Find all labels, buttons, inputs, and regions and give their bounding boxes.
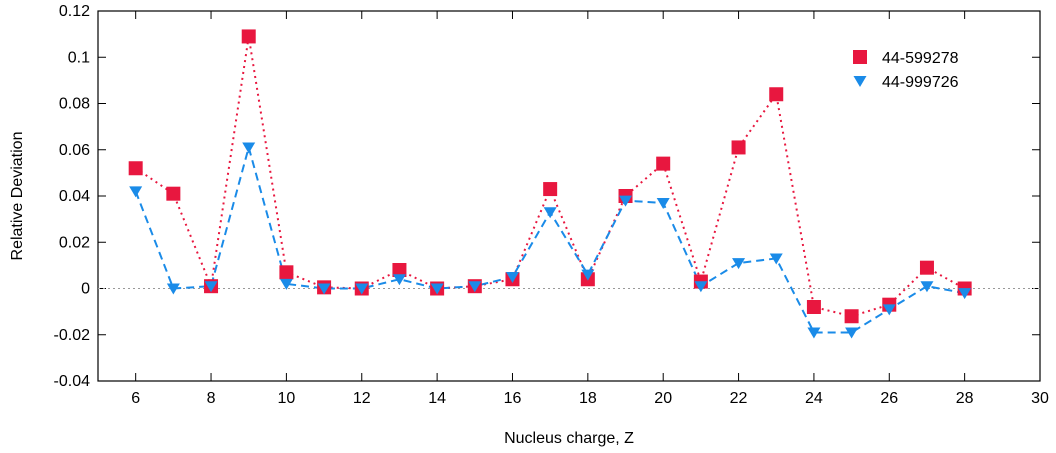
series-2-point bbox=[920, 281, 934, 293]
y-tick-label: 0 bbox=[81, 281, 90, 298]
series-1-point bbox=[543, 182, 558, 197]
series-2-point bbox=[279, 278, 293, 290]
x-tick-label: 14 bbox=[428, 390, 446, 407]
series-2-point bbox=[807, 327, 821, 339]
x-tick-label: 10 bbox=[278, 390, 296, 407]
series-1-point bbox=[392, 263, 407, 277]
series-layer bbox=[128, 29, 972, 339]
y-tick-label: 0.1 bbox=[68, 49, 90, 66]
series-line-2 bbox=[134, 143, 965, 334]
legend-label-2: 44-999726 bbox=[882, 74, 959, 91]
series-1-point bbox=[656, 156, 671, 171]
series-2-point bbox=[732, 258, 746, 270]
series-line-1 bbox=[135, 36, 966, 318]
series-2-point bbox=[656, 197, 670, 209]
x-tick-label: 22 bbox=[730, 390, 748, 407]
legend: 44-599278 44-999726 bbox=[853, 50, 959, 91]
x-tick-label: 6 bbox=[131, 390, 140, 407]
axis-ticks: 6 8 10 12 14 16 18 20 22 24 26 28 30 -0.04 -0.02 0 0.02 0… bbox=[54, 3, 1049, 407]
x-tick-label: 18 bbox=[579, 390, 597, 407]
series-1-point bbox=[731, 140, 746, 155]
series-1-point bbox=[769, 87, 784, 102]
x-tick-label: 28 bbox=[956, 390, 974, 407]
legend-marker-1 bbox=[853, 50, 867, 64]
series-1-point bbox=[806, 300, 821, 314]
y-tick-label: 0.02 bbox=[59, 234, 90, 251]
series-2-point bbox=[317, 283, 331, 295]
series-2-point bbox=[355, 283, 369, 295]
y-tick-label: -0.02 bbox=[54, 327, 91, 344]
x-tick-label: 12 bbox=[353, 390, 371, 407]
y-tick-label: 0.04 bbox=[59, 188, 90, 205]
series-1-point bbox=[844, 309, 859, 324]
series-2-point bbox=[129, 186, 143, 198]
x-tick-label: 8 bbox=[207, 390, 216, 407]
series-2-point bbox=[769, 253, 783, 265]
y-axis-title: Relative Deviation bbox=[9, 132, 26, 261]
series-1-point bbox=[241, 29, 256, 44]
y-tick-label: 0.12 bbox=[59, 3, 90, 20]
y-tick-label: 0.08 bbox=[59, 96, 90, 113]
series-1-point bbox=[166, 186, 181, 201]
series-2-point bbox=[468, 281, 482, 293]
series-2-point bbox=[694, 281, 708, 293]
series-1-point bbox=[128, 161, 143, 176]
series-2-point bbox=[166, 283, 180, 295]
series-2-point bbox=[581, 269, 595, 281]
series-2-point bbox=[845, 327, 859, 339]
series-2-point bbox=[505, 271, 519, 283]
x-tick-label: 20 bbox=[654, 390, 672, 407]
series-2-point bbox=[204, 281, 218, 293]
series-2-point bbox=[619, 195, 633, 207]
x-tick-label: 26 bbox=[880, 390, 898, 407]
y-tick-label: -0.04 bbox=[54, 373, 91, 390]
series-2-point bbox=[392, 274, 406, 286]
series-2-point bbox=[543, 207, 557, 219]
series-2-point bbox=[882, 304, 896, 316]
series-1-point bbox=[919, 260, 934, 275]
legend-label-1: 44-599278 bbox=[882, 50, 959, 67]
x-tick-label: 30 bbox=[1031, 390, 1049, 407]
series-1-point bbox=[279, 265, 294, 280]
legend-marker-2 bbox=[853, 76, 867, 87]
series-2-point bbox=[242, 142, 256, 154]
x-tick-label: 24 bbox=[805, 390, 823, 407]
x-tick-label: 16 bbox=[504, 390, 522, 407]
y-tick-label: 0.06 bbox=[59, 142, 90, 159]
series-2-point bbox=[958, 288, 972, 300]
x-axis-title: Nucleus charge, Z bbox=[504, 430, 634, 447]
series-2-point bbox=[430, 283, 444, 295]
